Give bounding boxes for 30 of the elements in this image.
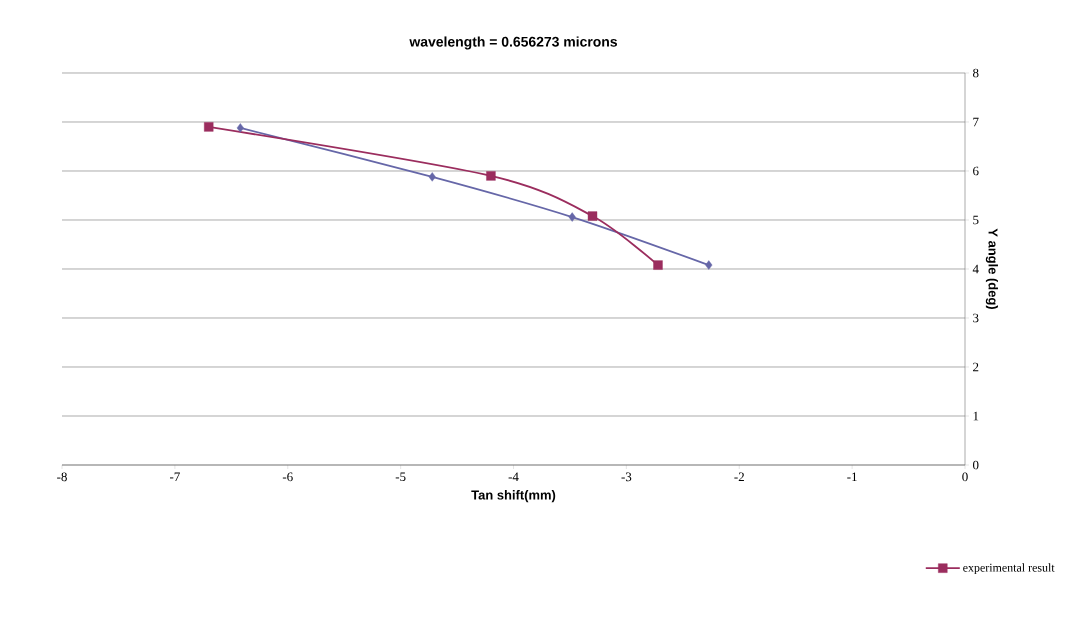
point [486,171,496,181]
y-axis-title: Y angle (deg) [985,228,998,310]
y-tick-label: 1 [973,411,979,421]
x-tick-label: -3 [621,472,632,482]
point [653,260,663,270]
point [428,172,436,182]
legend-label: experimental result [963,563,1055,575]
x-tick-label: -2 [734,472,744,482]
y-tick-label: 5 [973,215,979,225]
x-tick-label: -7 [169,472,180,481]
y-tick-label: 0 [973,460,979,470]
chart-title: wavelength = 0.656273 microns [409,36,617,50]
point [705,260,713,270]
x-tick-label: -5 [395,472,406,482]
x-tick-label: -8 [57,472,67,482]
y-tick-label: 4 [972,264,979,274]
y-tick-label: 8 [973,68,979,78]
y-tick-label: 2 [973,362,979,372]
y-tick-label: 6 [973,166,979,176]
y-tick-label: 3 [973,313,979,323]
point [587,211,598,221]
y-tick-label: 7 [973,117,979,127]
x-tick-label: -6 [282,472,293,482]
point [568,212,576,222]
x-tick-label: -4 [508,472,519,482]
point [204,122,214,132]
x-tick-label: 0 [962,472,968,482]
point [236,123,244,133]
x-tick-label: -1 [847,472,857,482]
x-axis-title: Tan shift(mm) [471,490,556,503]
